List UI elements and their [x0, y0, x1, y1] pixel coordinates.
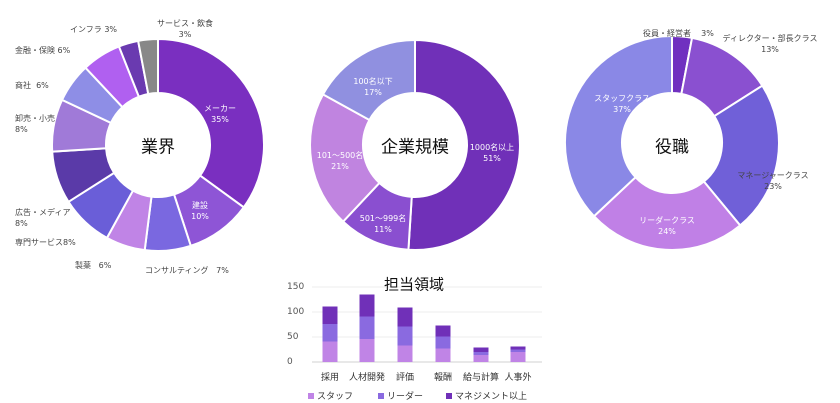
- label-100-under: 100名以下 17%: [353, 77, 393, 97]
- x-tick: 採用: [320, 373, 340, 383]
- bar-segment: [397, 307, 413, 327]
- pie-slice: [309, 93, 381, 223]
- bar-segment: [359, 294, 375, 317]
- x-tick: 給与計算: [462, 373, 500, 383]
- label-professional-services: 専門サービス8%: [15, 238, 76, 247]
- x-tick: 評価: [395, 373, 415, 383]
- industry-title: 業界: [141, 137, 175, 158]
- bar-segment: [322, 324, 338, 342]
- legend-leader: リーダー: [378, 389, 423, 402]
- label-service: サービス・飲食 3%: [157, 19, 213, 39]
- bar-segment: [359, 316, 375, 339]
- pie-slice: [564, 34, 673, 218]
- pie-slice: [157, 37, 265, 209]
- label-construction: 建設 10%: [191, 201, 209, 221]
- bar-chart-title: 担当領域: [383, 275, 445, 294]
- bar-segment: [435, 325, 451, 337]
- x-tick: 人材開発: [348, 373, 386, 383]
- y-tick: 0: [287, 357, 293, 367]
- legend-management: マネジメント以上: [446, 389, 527, 402]
- bar-segment: [510, 346, 526, 350]
- label-finance: 金融・保険 6%: [15, 46, 71, 55]
- bar-segment: [322, 306, 338, 324]
- label-executive: 役員・経営者 3%: [643, 29, 714, 38]
- label-trading: 商社 6%: [15, 81, 49, 90]
- y-tick: 50: [287, 332, 299, 342]
- label-manager: マネージャークラス 23%: [737, 171, 809, 191]
- label-101-500: 101～500名 21%: [316, 151, 364, 171]
- bar-segment: [322, 341, 338, 362]
- legend-staff: スタッフ: [308, 389, 353, 402]
- label-501-999: 501～999名 11%: [359, 214, 407, 234]
- bar-segment: [510, 349, 526, 352]
- x-tick: 報酬: [433, 373, 453, 383]
- pie-slice: [136, 37, 159, 96]
- label-1000plus: 1000名以上 51%: [469, 143, 515, 163]
- label-wholesale: 卸売・小売 8%: [15, 114, 55, 134]
- label-leader: リーダークラス 24%: [639, 216, 695, 236]
- bar-segment: [473, 355, 489, 362]
- bar-segment: [435, 336, 451, 349]
- label-maker: メーカー 35%: [204, 104, 236, 124]
- legend-swatch: [446, 392, 452, 399]
- bar-segment: [473, 352, 489, 355]
- bar-segment: [510, 352, 526, 362]
- legend-swatch: [378, 392, 384, 399]
- x-tick: 人事外: [504, 373, 532, 383]
- pie-slice: [702, 84, 780, 227]
- label-consulting: コンサルティング 7%: [145, 266, 229, 275]
- y-tick: 100: [287, 307, 305, 317]
- label-pharma: 製薬 6%: [75, 261, 112, 270]
- bar-segment: [359, 339, 375, 362]
- y-tick: 150: [287, 282, 305, 292]
- label-advertising: 広告・メディア 8%: [15, 208, 71, 228]
- legend-swatch: [308, 392, 314, 399]
- pie-slice: [407, 38, 521, 251]
- bar-segment: [397, 345, 413, 362]
- bar-segment: [435, 348, 451, 362]
- bar-segment: [473, 347, 489, 352]
- pie-slice: [592, 175, 742, 251]
- pie-slice: [321, 38, 416, 122]
- position-title: 役職: [655, 137, 689, 158]
- label-staff: スタッフクラス 37%: [594, 94, 650, 114]
- company-size-title: 企業規模: [381, 137, 449, 158]
- label-director: ディレクター・部長クラス 13%: [722, 34, 818, 54]
- label-infra: インフラ 3%: [70, 25, 118, 34]
- bar-segment: [397, 326, 413, 346]
